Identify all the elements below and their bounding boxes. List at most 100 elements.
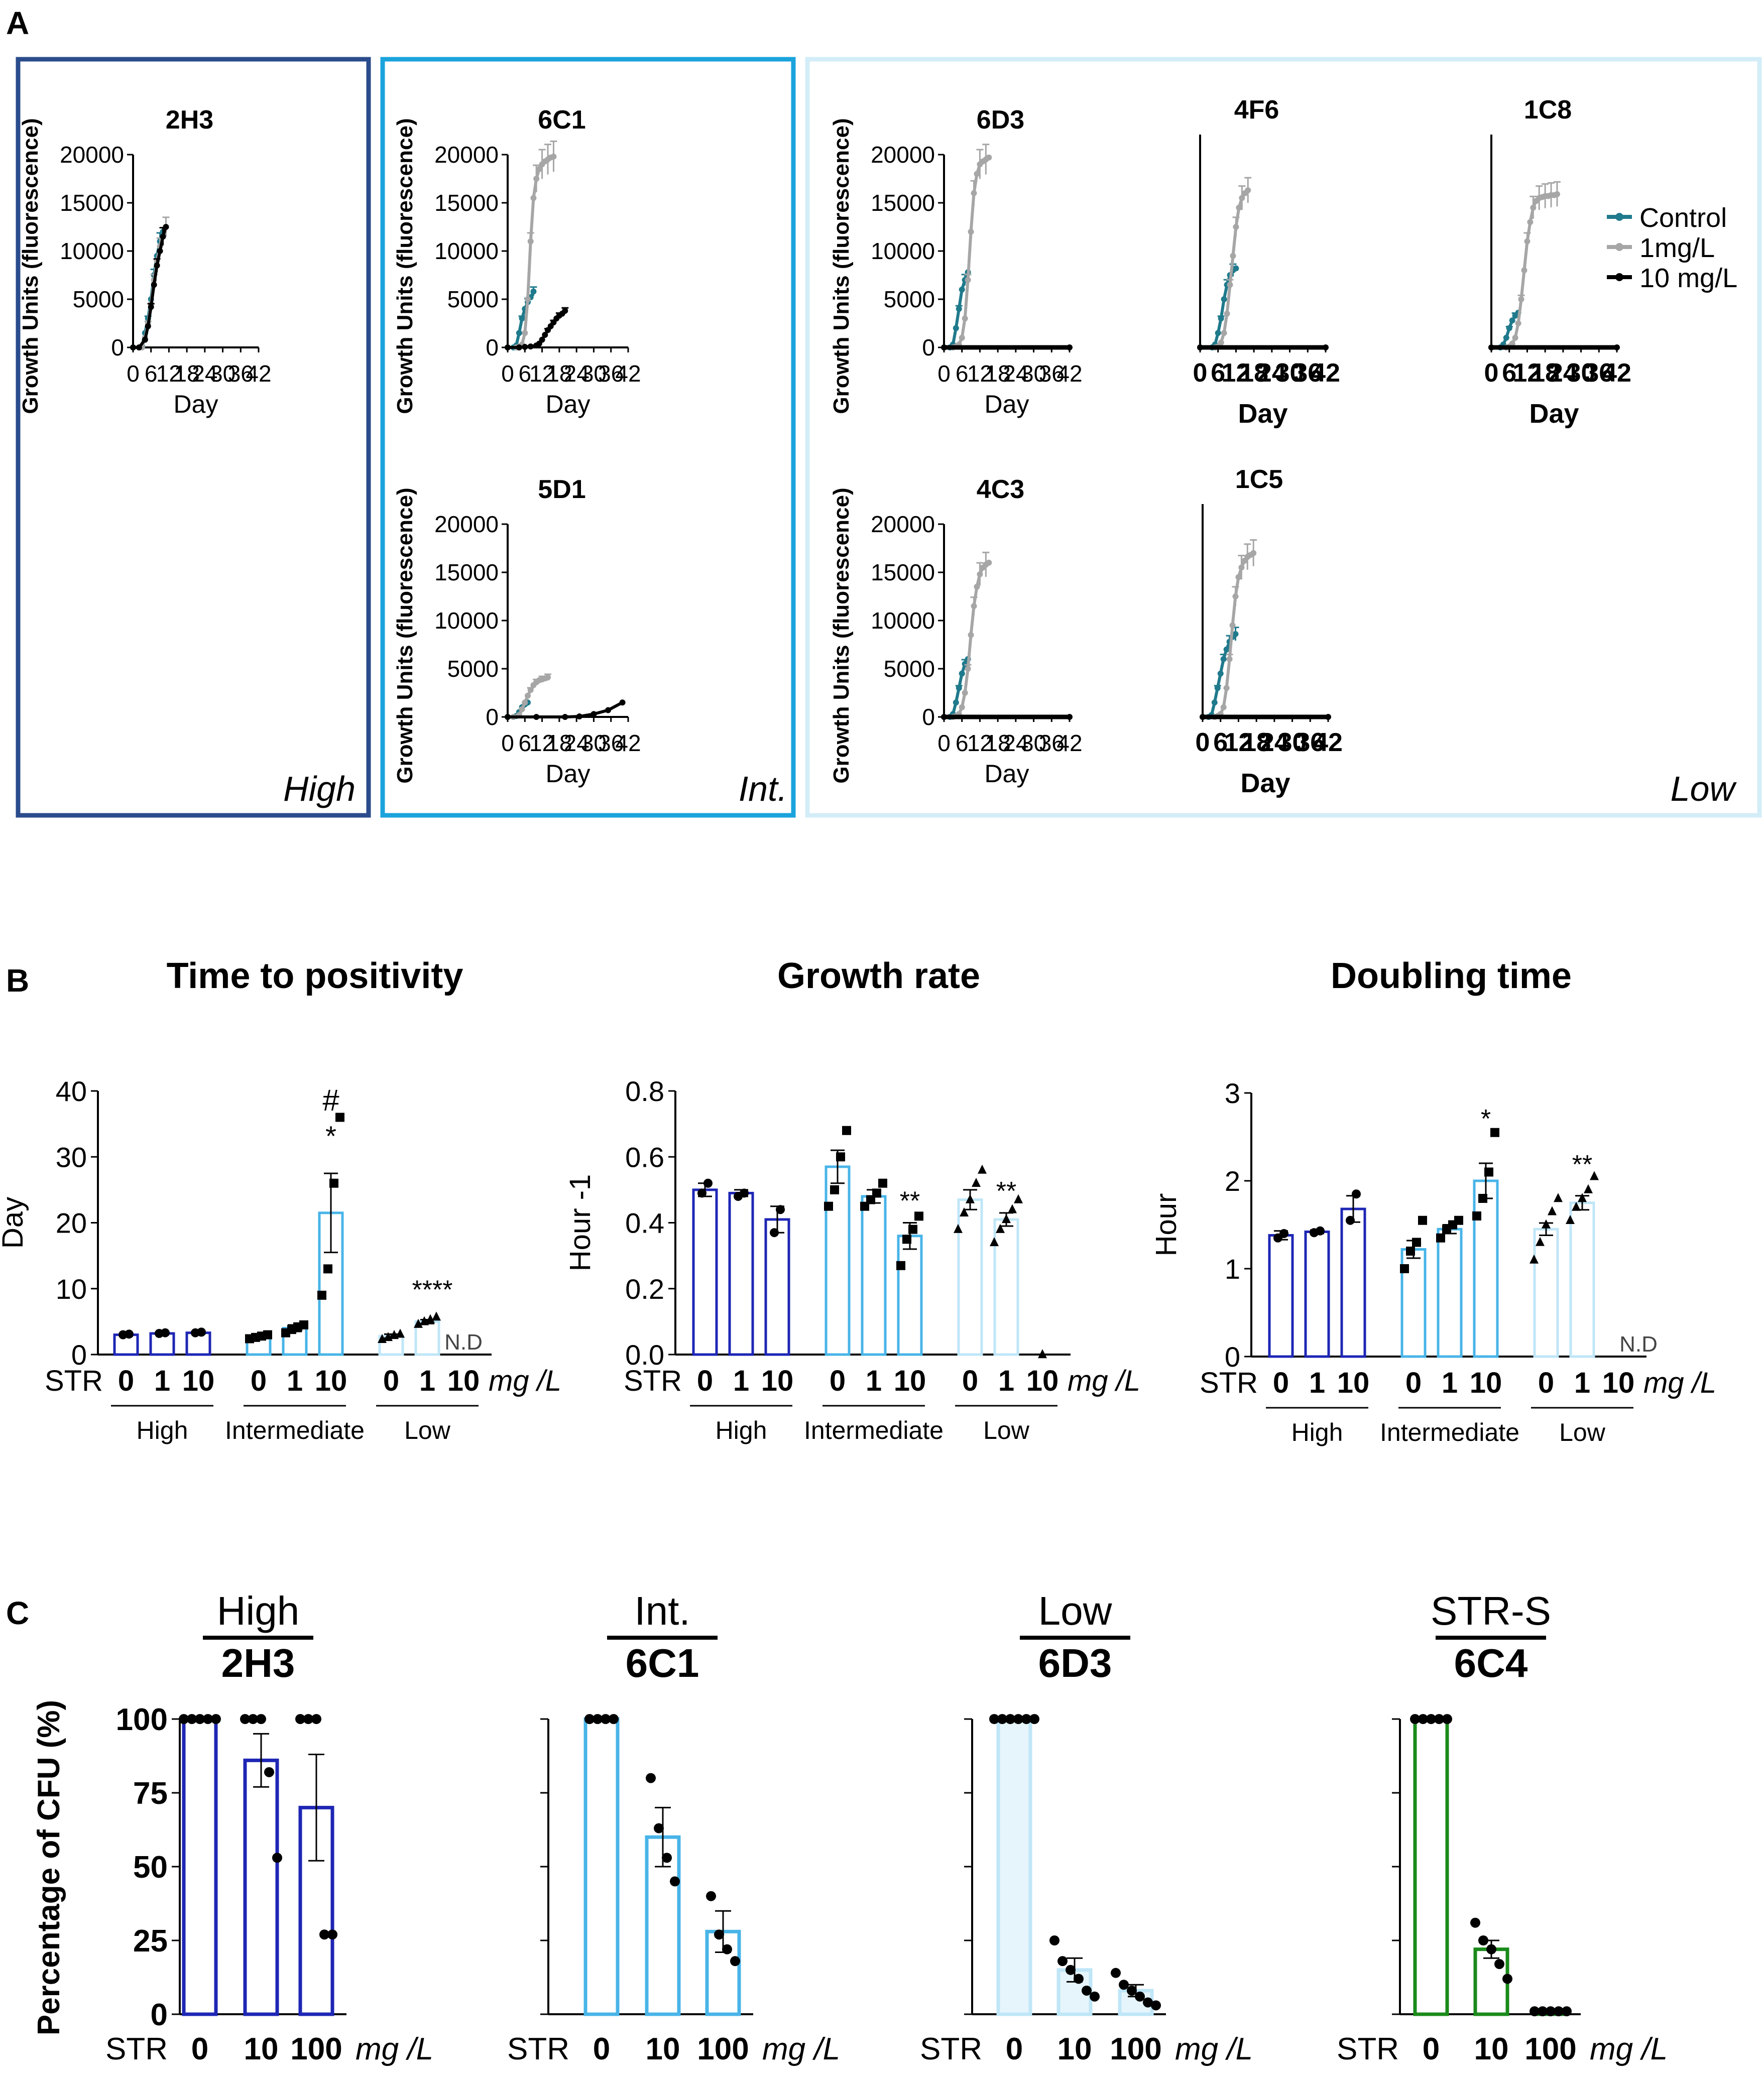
x-axis-label: Day	[546, 760, 591, 788]
x-tick-label: 12	[156, 360, 182, 387]
x-tick-label: 0	[127, 360, 140, 387]
series-line	[508, 155, 554, 349]
data-point	[896, 1261, 905, 1270]
dose-label: 10	[1602, 1367, 1635, 1399]
data-point	[539, 336, 545, 343]
data-point	[971, 190, 977, 196]
data-point	[179, 1714, 189, 1724]
panel-label-b: B	[6, 962, 29, 999]
x-tick-label: 30	[1021, 360, 1046, 387]
legend-label-10mg: 10 mg/L	[1639, 263, 1737, 293]
data-point	[1530, 204, 1537, 211]
dose-label: 0	[191, 2032, 208, 2066]
data-point	[317, 1290, 326, 1300]
dose-label: 0	[118, 1365, 134, 1397]
x-tick-label: 42	[615, 360, 641, 387]
x-tick-label: 42	[1056, 360, 1082, 387]
y-tick-label: 25	[133, 1924, 168, 1959]
data-point	[1503, 334, 1509, 341]
group-box-int	[380, 57, 796, 818]
dose-label: 10	[894, 1365, 926, 1397]
chart-title-ttp: Time to positivity	[167, 956, 463, 996]
dose-label: 1	[1574, 1367, 1590, 1399]
data-point	[959, 334, 965, 341]
y-axis-label: Growth Units (fluorescence)	[18, 118, 43, 414]
dose-label: 10	[1470, 1367, 1502, 1399]
data-point	[1232, 631, 1239, 637]
x-tick-label: 42	[1056, 730, 1082, 756]
x-tick-label: 12	[529, 360, 555, 387]
data-point	[1325, 714, 1331, 720]
bar	[996, 1717, 1032, 2016]
data-point	[740, 1188, 749, 1198]
x-axis-label: Day	[985, 760, 1029, 788]
dose-label: 0	[383, 1365, 399, 1397]
unit-label: mg /L	[489, 1365, 561, 1397]
data-point	[977, 571, 983, 577]
dose-label: 100	[1110, 2032, 1161, 2066]
data-point	[1233, 224, 1239, 230]
data-point	[1472, 1211, 1481, 1220]
data-point	[1614, 344, 1620, 350]
data-point	[197, 1327, 206, 1337]
x-tick-label: 18	[1531, 358, 1560, 388]
x-tick-label: 42	[1314, 728, 1343, 757]
data-point	[203, 1714, 213, 1724]
data-point	[1527, 219, 1534, 225]
legend-label-control: Control	[1639, 203, 1727, 233]
dose-label: 10	[1057, 2032, 1092, 2066]
data-point	[530, 288, 537, 295]
data-point	[1066, 1965, 1076, 1975]
data-point	[1235, 574, 1242, 580]
data-point	[1227, 282, 1233, 288]
y-tick-label: 10000	[871, 238, 935, 264]
data-point	[878, 1178, 887, 1188]
data-point	[908, 1225, 917, 1234]
data-point	[1426, 1714, 1436, 1724]
x-tick-label: 6	[1213, 728, 1228, 757]
data-point	[697, 1188, 707, 1198]
y-tick-label: 15000	[60, 190, 124, 216]
str-label: STR	[920, 2032, 982, 2066]
data-point	[1223, 685, 1230, 691]
data-point	[662, 1853, 672, 1863]
data-point	[1067, 344, 1073, 350]
data-point	[972, 1177, 981, 1187]
data-point	[1418, 1714, 1428, 1724]
str-label: STR	[105, 2032, 168, 2066]
data-point	[1546, 2006, 1556, 2017]
y-tick-label: 0	[922, 334, 935, 360]
data-point	[525, 296, 531, 302]
data-point	[157, 248, 163, 254]
data-point	[1223, 646, 1230, 653]
x-tick-label: 18	[1242, 728, 1271, 757]
data-point	[1218, 315, 1224, 322]
chart-title: 6C1	[538, 105, 585, 135]
bar	[692, 1188, 718, 1356]
data-point	[1521, 267, 1527, 274]
data-point	[505, 344, 511, 350]
y-tick-label: 20000	[871, 142, 935, 168]
x-tick-label: 30	[581, 730, 607, 756]
data-point	[1434, 1714, 1444, 1724]
data-point	[956, 685, 962, 691]
group-label-low: Low	[1671, 769, 1737, 808]
bar	[318, 1211, 344, 1356]
data-point	[319, 1929, 329, 1940]
unit-label: mg /L	[1590, 2032, 1668, 2066]
annotation-star: ****	[412, 1275, 453, 1304]
data-point	[1002, 1214, 1011, 1224]
data-point	[730, 1956, 740, 1967]
data-point	[562, 308, 568, 314]
x-tick-label: 0	[501, 730, 514, 756]
y-tick-label: 5000	[447, 286, 499, 312]
data-point	[989, 1714, 999, 1724]
data-point	[956, 306, 962, 312]
y-tick-label: 0	[71, 1339, 87, 1371]
y-tick-label: 2	[1225, 1165, 1240, 1197]
data-point	[1478, 1194, 1487, 1203]
data-point	[722, 1944, 732, 1954]
data-point	[1224, 310, 1230, 317]
x-tick-label: 18	[1239, 358, 1268, 388]
